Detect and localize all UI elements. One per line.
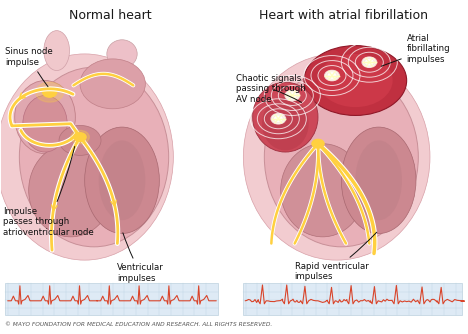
Circle shape bbox=[43, 87, 57, 97]
Ellipse shape bbox=[341, 127, 416, 233]
FancyBboxPatch shape bbox=[5, 284, 218, 315]
Circle shape bbox=[366, 59, 373, 65]
Text: Rapid ventricular
impulses: Rapid ventricular impulses bbox=[295, 232, 377, 281]
Ellipse shape bbox=[264, 67, 418, 247]
Ellipse shape bbox=[304, 46, 407, 116]
Ellipse shape bbox=[85, 127, 159, 233]
Ellipse shape bbox=[243, 54, 430, 260]
Text: Atrial
fibrillating
impulses: Atrial fibrillating impulses bbox=[381, 34, 450, 66]
Text: Chaotic signals
passing through
AV node: Chaotic signals passing through AV node bbox=[236, 74, 306, 104]
Ellipse shape bbox=[15, 80, 75, 154]
Circle shape bbox=[363, 57, 376, 67]
Text: © MAYO FOUNDATION FOR MEDICAL EDUCATION AND RESEARCH. ALL RIGHTS RESERVED.: © MAYO FOUNDATION FOR MEDICAL EDUCATION … bbox=[5, 322, 273, 327]
Text: Sinus node
impulse: Sinus node impulse bbox=[5, 47, 53, 87]
Circle shape bbox=[328, 73, 336, 78]
Ellipse shape bbox=[19, 67, 168, 247]
Ellipse shape bbox=[281, 144, 365, 237]
Circle shape bbox=[286, 91, 299, 100]
Circle shape bbox=[312, 139, 324, 148]
Ellipse shape bbox=[107, 40, 137, 68]
Ellipse shape bbox=[29, 144, 113, 237]
Ellipse shape bbox=[318, 54, 393, 107]
Circle shape bbox=[36, 82, 64, 102]
Ellipse shape bbox=[99, 140, 146, 220]
Text: Normal heart: Normal heart bbox=[69, 9, 152, 22]
Circle shape bbox=[289, 93, 296, 98]
Text: Heart with atrial fibrillation: Heart with atrial fibrillation bbox=[259, 9, 428, 22]
Ellipse shape bbox=[0, 54, 173, 260]
Text: Impulse
passes through
atrioventricular node: Impulse passes through atrioventricular … bbox=[3, 146, 94, 237]
Ellipse shape bbox=[253, 82, 318, 152]
Ellipse shape bbox=[80, 59, 146, 109]
Circle shape bbox=[275, 116, 282, 122]
Circle shape bbox=[71, 130, 89, 144]
Circle shape bbox=[325, 71, 338, 80]
Text: Ventricular
impulses: Ventricular impulses bbox=[117, 233, 164, 283]
Ellipse shape bbox=[59, 126, 101, 155]
Circle shape bbox=[74, 133, 86, 141]
Ellipse shape bbox=[262, 97, 309, 150]
FancyBboxPatch shape bbox=[243, 284, 462, 315]
Ellipse shape bbox=[23, 96, 67, 152]
Circle shape bbox=[272, 114, 285, 124]
Ellipse shape bbox=[355, 140, 402, 220]
Ellipse shape bbox=[44, 31, 70, 70]
